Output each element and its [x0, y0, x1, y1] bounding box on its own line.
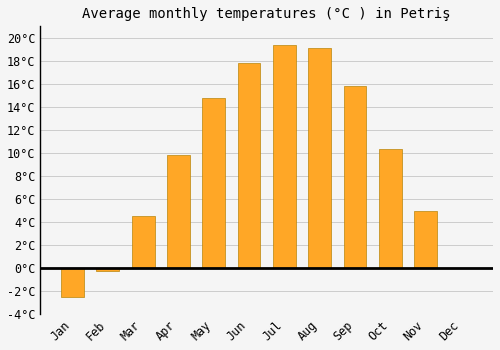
Bar [167, 155, 190, 268]
Bar [273, 45, 296, 268]
Bar [202, 98, 225, 268]
Bar [379, 149, 402, 268]
Bar [61, 268, 84, 297]
Bar [96, 268, 119, 271]
Bar [308, 48, 331, 268]
Title: Average monthly temperatures (°C ) in Petriş: Average monthly temperatures (°C ) in Pe… [82, 7, 451, 21]
Bar [344, 86, 366, 268]
Bar [238, 63, 260, 268]
Bar [414, 211, 437, 268]
Bar [132, 216, 154, 268]
